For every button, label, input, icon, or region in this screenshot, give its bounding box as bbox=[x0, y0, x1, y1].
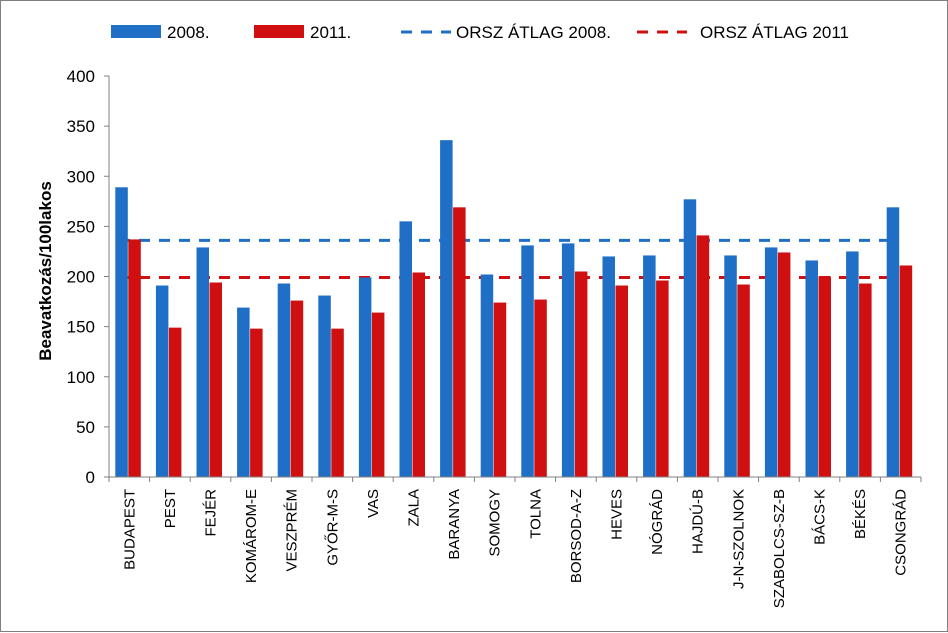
x-tick-label: J-N-SZOLNOK bbox=[730, 489, 747, 589]
x-axis: BUDAPEST PEST FEJÉR KOMÁROM-E VESZPRÉM GYŐR-M… bbox=[108, 476, 922, 608]
bar-series1-17 bbox=[805, 260, 818, 477]
bar-series1-13 bbox=[643, 255, 656, 477]
bar-series2-0 bbox=[128, 239, 141, 477]
x-tick-label: PEST bbox=[162, 489, 179, 528]
bar-series1-18 bbox=[846, 251, 859, 477]
bar-series2-9 bbox=[493, 302, 507, 477]
legend-swatch-0 bbox=[111, 25, 161, 38]
legend-label-2: ORSZ ÁTLAG 2008. bbox=[456, 23, 611, 42]
bar-series1-4 bbox=[277, 283, 291, 477]
x-tick-label: TOLNA bbox=[527, 489, 544, 539]
x-tick-label: FEJÉR bbox=[203, 489, 220, 537]
y-tick-label: 0 bbox=[86, 468, 95, 487]
x-tick-label: BÁCS-K bbox=[812, 489, 829, 545]
x-tick-label: SZABOLCS-SZ-B bbox=[771, 489, 788, 608]
bar-series2-12 bbox=[615, 285, 628, 477]
x-tick-label: BUDAPEST bbox=[121, 489, 138, 570]
y-tick-label: 100 bbox=[67, 368, 95, 387]
bar-series2-16 bbox=[777, 252, 791, 477]
bar-series2-17 bbox=[818, 276, 831, 477]
bar-series1-12 bbox=[602, 256, 615, 477]
x-tick-label: HAJDÚ-B bbox=[690, 489, 707, 554]
legend-label-1: 2011. bbox=[310, 23, 351, 42]
bar-series1-7 bbox=[399, 221, 412, 477]
bar-series2-8 bbox=[453, 207, 466, 477]
x-tick-label: VAS bbox=[365, 489, 382, 518]
y-axis-title: Beavatkozás/100lakos bbox=[36, 181, 55, 361]
x-tick-label: ZALA bbox=[406, 489, 423, 527]
bar-series2-5 bbox=[331, 328, 344, 477]
bar-series2-1 bbox=[168, 327, 182, 477]
x-tick-label: NÓGRÁD bbox=[649, 489, 666, 555]
x-tick-label: HEVES bbox=[609, 489, 626, 540]
y-tick-label: 250 bbox=[67, 217, 95, 236]
y-tick-label: 300 bbox=[67, 167, 95, 186]
y-tick-label: 150 bbox=[67, 318, 95, 337]
bar-series1-2 bbox=[196, 247, 209, 477]
y-tick-label: 200 bbox=[67, 268, 95, 287]
x-tick-label: CSONGRÁD bbox=[893, 489, 910, 576]
legend-label-0: 2008. bbox=[167, 23, 210, 42]
bar-series1-19 bbox=[886, 207, 900, 477]
bar-series2-2 bbox=[209, 282, 222, 477]
bar-series2-15 bbox=[737, 284, 750, 477]
y-axis: 0 50 100 150 200 250 300 350 400 bbox=[67, 67, 110, 487]
bar-series1-3 bbox=[237, 307, 250, 477]
bar-series2-19 bbox=[899, 265, 913, 477]
x-tick-label: BARANYA bbox=[446, 489, 463, 560]
bar-series1-6 bbox=[358, 277, 372, 477]
bar-series1-11 bbox=[561, 243, 575, 477]
legend: 2008. 2011. ORSZ ÁTLAG 2008. ORSZ ÁTLAG 201… bbox=[111, 23, 849, 42]
bar-series2-6 bbox=[371, 312, 385, 477]
bar-series1-15 bbox=[724, 255, 737, 477]
y-tick-label: 350 bbox=[67, 117, 95, 136]
bar-series2-14 bbox=[696, 235, 710, 477]
bar-series1-16 bbox=[764, 247, 778, 477]
bar-series2-11 bbox=[574, 271, 588, 477]
bar-series2-10 bbox=[534, 299, 547, 477]
y-tick-label: 50 bbox=[76, 418, 95, 437]
bar-series2-4 bbox=[290, 300, 304, 477]
x-tick-label: VESZPRÉM bbox=[284, 489, 301, 572]
bar-series2-13 bbox=[656, 280, 669, 477]
bar-series1-14 bbox=[683, 199, 697, 477]
bar-series1-10 bbox=[521, 245, 534, 477]
bar-series2-3 bbox=[250, 328, 263, 477]
x-tick-label: BÉKÉS bbox=[852, 489, 869, 539]
y-tick-label: 400 bbox=[67, 67, 95, 86]
x-tick-label: KOMÁROM-E bbox=[243, 489, 260, 583]
bar-series1-8 bbox=[440, 140, 453, 477]
x-tick-label: SOMOGY bbox=[487, 489, 504, 557]
bar-series1-0 bbox=[115, 187, 128, 477]
bar-series1-5 bbox=[318, 295, 331, 477]
x-tick-label: GYŐR-M-S bbox=[324, 489, 341, 566]
bar-series1-9 bbox=[480, 274, 494, 477]
bar-series1-1 bbox=[155, 285, 169, 477]
bar-series2-7 bbox=[412, 272, 425, 477]
legend-swatch-1 bbox=[254, 25, 304, 38]
bar-series2-18 bbox=[859, 283, 872, 477]
legend-label-3: ORSZ ÁTLAG 2011 bbox=[700, 23, 849, 42]
bars bbox=[115, 140, 913, 477]
x-tick-label: BORSOD-A-Z bbox=[568, 489, 585, 583]
